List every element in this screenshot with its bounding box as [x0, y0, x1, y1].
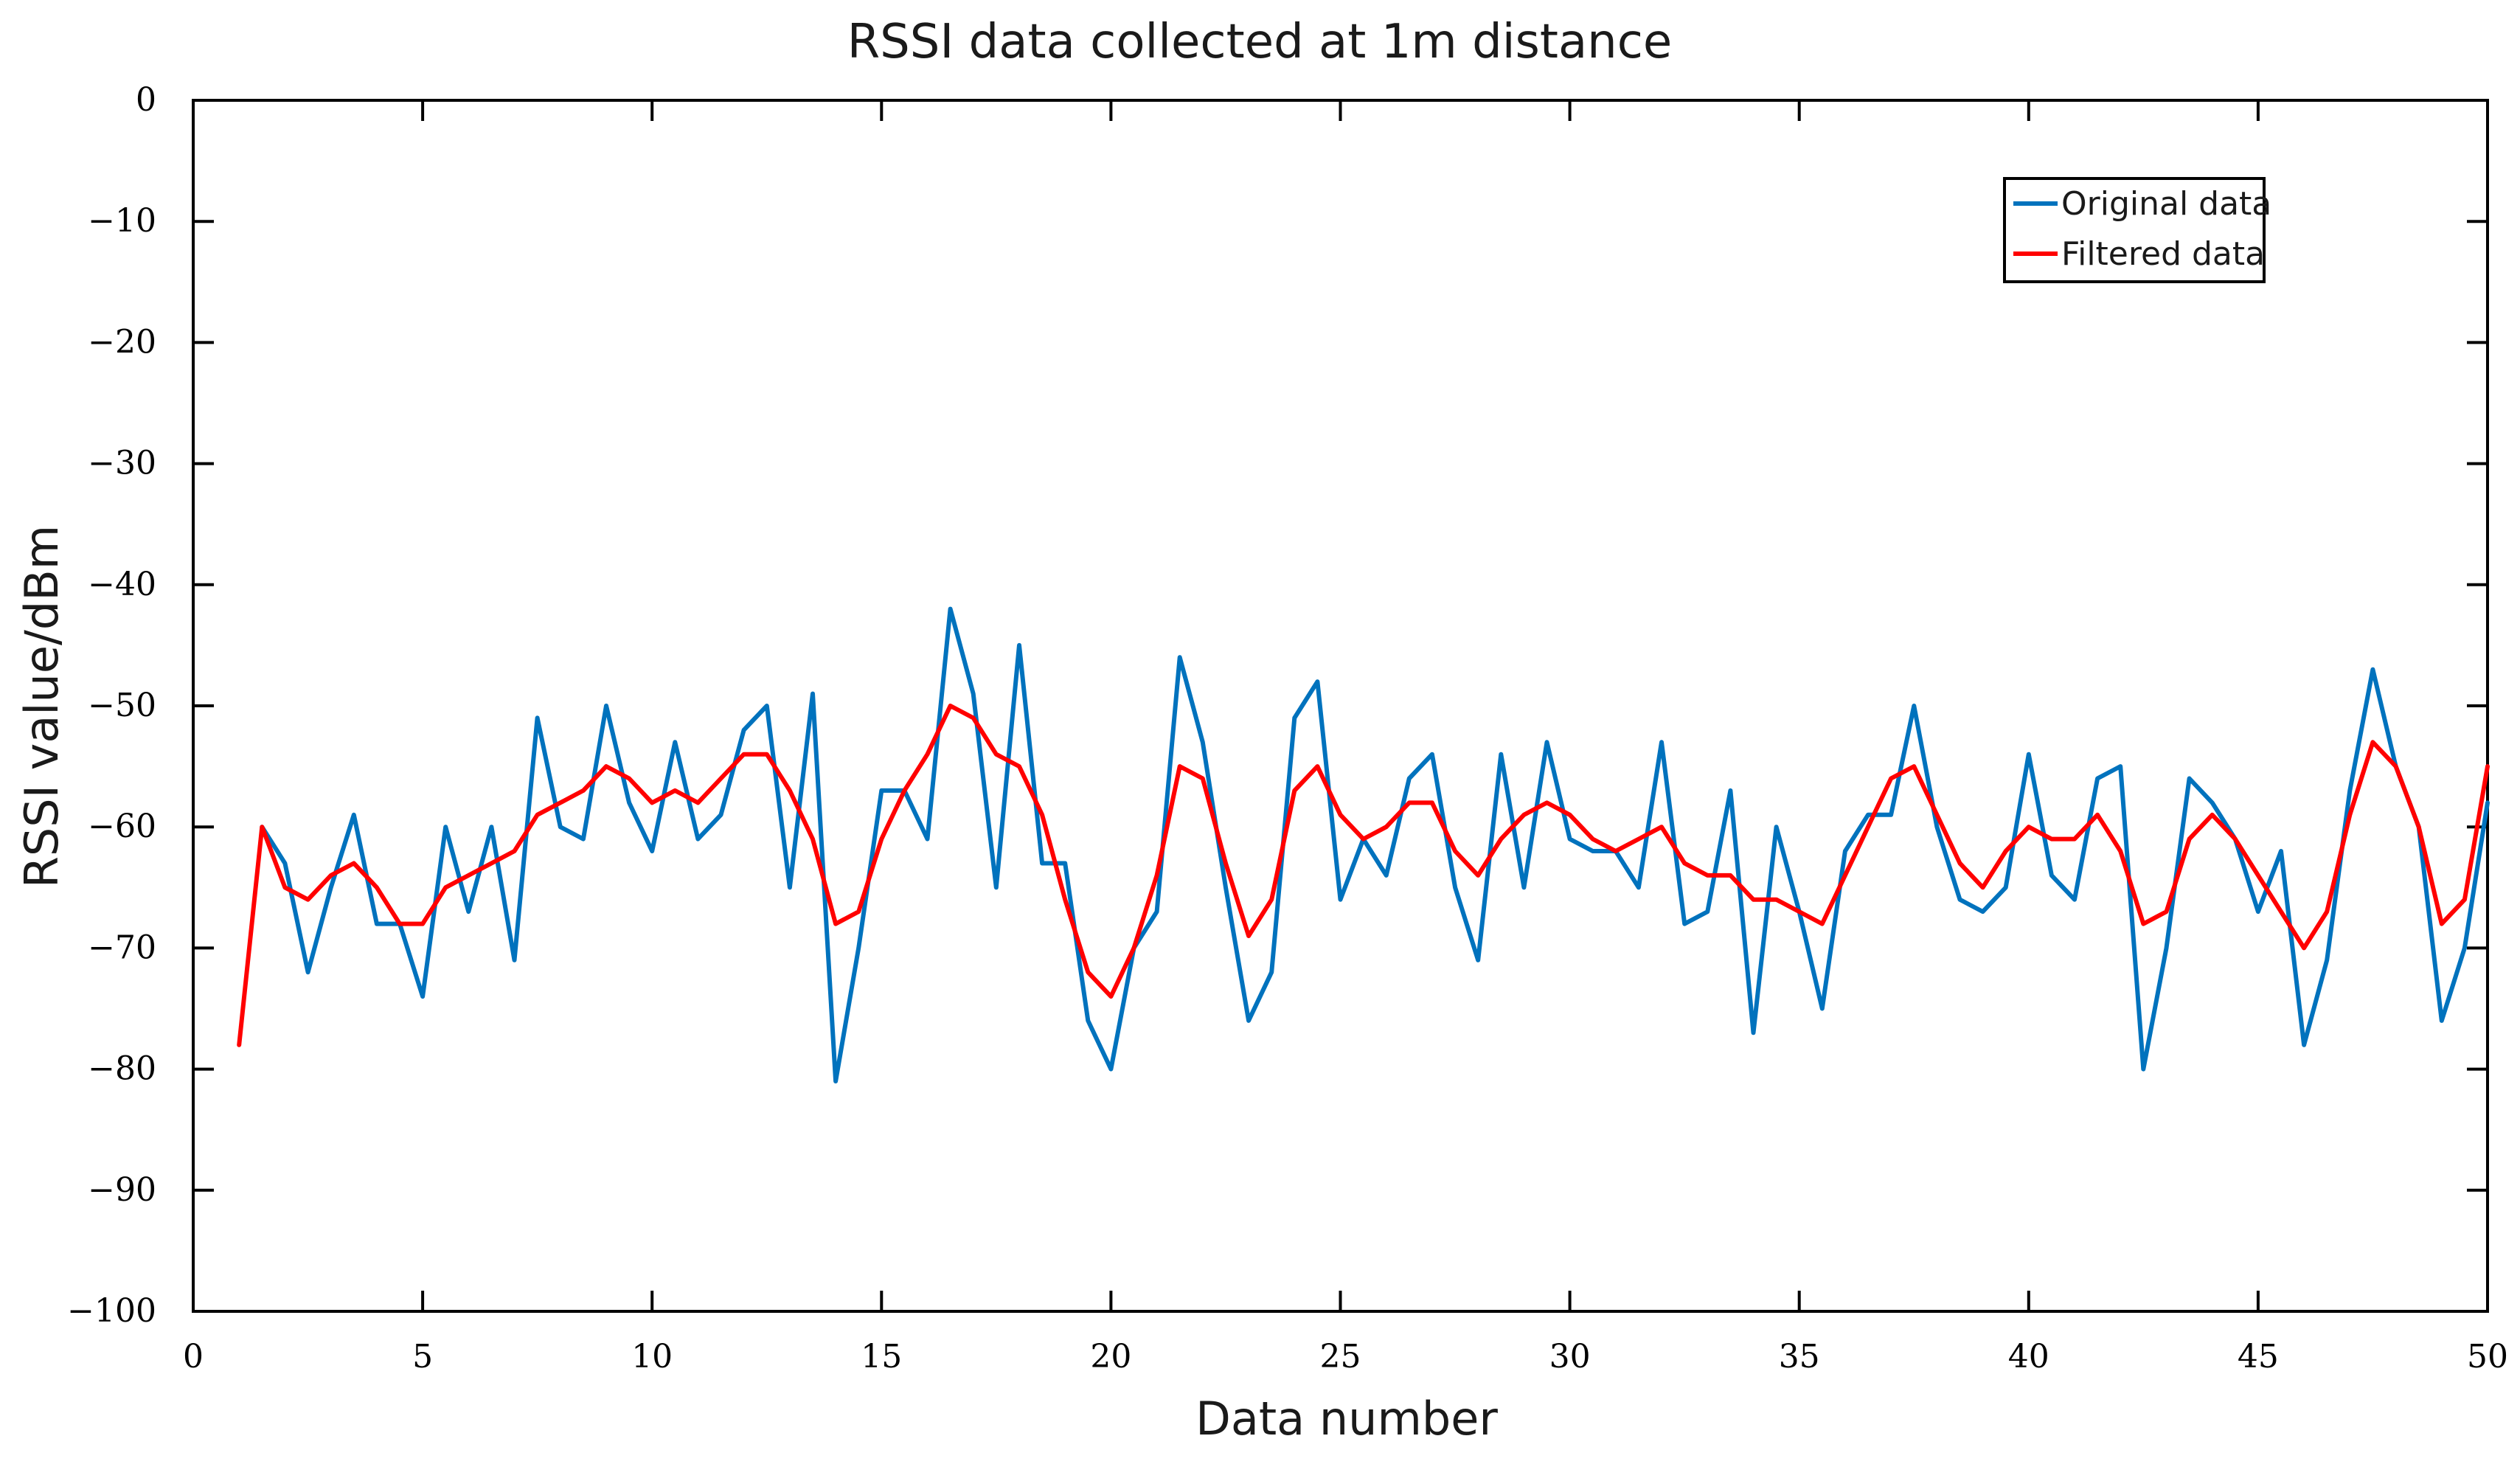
x-tick-label: 25	[1320, 1338, 1361, 1375]
series-line-original-data	[260, 606, 2490, 1083]
y-axis-title: RSSI value/dBm	[15, 525, 69, 888]
x-tick-label: 0	[183, 1338, 204, 1375]
x-tick-label: 30	[1549, 1338, 1591, 1375]
x-axis-tick-labels: 0 5 10 15 20 25 30 35 40 45 50	[183, 1338, 2508, 1375]
x-tick-label: 35	[1779, 1338, 1820, 1375]
axis-ticks	[192, 99, 2489, 1313]
chart-legend: Original data Filtered data	[2003, 177, 2271, 283]
series-lines	[237, 606, 2490, 1083]
y-tick-label: −50	[88, 687, 156, 724]
legend-box	[2003, 177, 2266, 283]
y-tick-label: −20	[88, 323, 156, 361]
x-tick-label: 40	[2008, 1338, 2049, 1375]
x-axis-title: Data number	[1195, 1392, 1498, 1446]
series-line-filtered-data	[237, 704, 2490, 1047]
legend-label-original-data: Original data	[2061, 185, 2271, 223]
x-tick-label: 45	[2238, 1338, 2279, 1375]
y-tick-label: −90	[88, 1171, 156, 1209]
y-tick-label: −100	[67, 1292, 156, 1330]
x-tick-label: 10	[631, 1338, 673, 1375]
legend-label-filtered-data: Filtered data	[2061, 235, 2265, 273]
chart-title: RSSI data collected at 1m distance	[847, 15, 1673, 69]
y-tick-label: −70	[88, 929, 156, 966]
x-tick-label: 20	[1090, 1338, 1131, 1375]
y-tick-label: −40	[88, 566, 156, 603]
x-tick-label: 50	[2467, 1338, 2508, 1375]
x-tick-label: 5	[412, 1338, 433, 1375]
y-tick-label: −60	[88, 808, 156, 845]
y-axis-tick-labels: 0 −10 −20 −30 −40 −50 −60 −70 −80 −90 −100	[67, 81, 156, 1330]
x-tick-label: 15	[861, 1338, 902, 1375]
y-tick-label: 0	[136, 81, 156, 119]
y-tick-label: −30	[88, 445, 156, 482]
y-tick-label: −10	[88, 202, 156, 240]
y-tick-label: −80	[88, 1050, 156, 1088]
